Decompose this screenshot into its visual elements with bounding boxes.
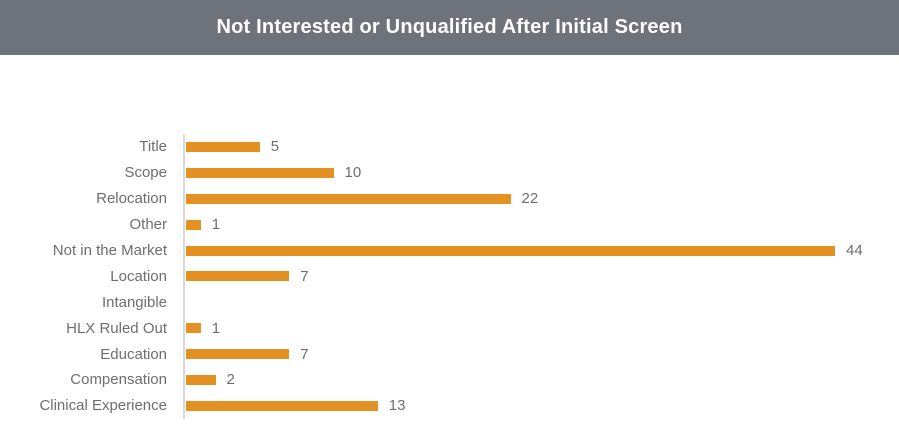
- bar-row: Location 7: [0, 263, 899, 290]
- bar-row: Relocation 22: [0, 185, 899, 212]
- category-label: Title: [139, 138, 167, 156]
- bar-area: 5: [183, 134, 899, 160]
- bar-row: Education 7: [0, 341, 899, 368]
- chart-page: Not Interested or Unqualified After Init…: [0, 0, 899, 419]
- bar-chart-rows: Title 5 Scope 10 Relocation 22 Other 1 Not in th…: [0, 134, 899, 419]
- bar: [186, 219, 201, 230]
- bar-row: HLX Ruled Out 1: [0, 315, 899, 342]
- bar: [186, 141, 260, 152]
- value-label: 44: [846, 242, 863, 259]
- bar-area: 1: [183, 211, 899, 238]
- bar-chart: Title 5 Scope 10 Relocation 22 Other 1 Not in th…: [0, 134, 899, 419]
- bar: [186, 193, 511, 204]
- bar: [186, 323, 201, 334]
- category-label: Compensation: [70, 371, 167, 389]
- bar-row: Clinical Experience 13: [0, 392, 899, 419]
- category-label: Clinical Experience: [39, 397, 167, 415]
- value-label: 13: [388, 397, 406, 415]
- bar-area: 1: [183, 315, 899, 342]
- value-label: 7: [300, 345, 309, 363]
- bar-area: 7: [183, 341, 899, 368]
- bar-area: 22: [183, 185, 899, 212]
- category-label: Intangible: [101, 293, 167, 311]
- value-label: 2: [226, 371, 235, 389]
- value-label: 7: [300, 267, 309, 285]
- bar: [186, 400, 378, 411]
- category-label: HLX Ruled Out: [66, 319, 167, 337]
- bar: [186, 349, 290, 360]
- value-label: 1: [211, 319, 221, 337]
- category-label: Relocation: [96, 190, 167, 208]
- bar-row: Compensation 2: [0, 367, 899, 393]
- bar-area: 13: [183, 392, 899, 419]
- bar-area: 10: [183, 159, 899, 186]
- bar-area: 44: [183, 237, 899, 264]
- bar: [186, 245, 835, 256]
- value-label: 22: [521, 190, 539, 208]
- category-label: Scope: [124, 164, 167, 182]
- value-label: 5: [270, 138, 280, 156]
- chart-title: Not Interested or Unqualified After Init…: [216, 16, 683, 38]
- bar: [186, 374, 216, 385]
- bar-area: [183, 289, 899, 316]
- value-label: 1: [211, 216, 221, 234]
- bar-row: Intangible: [0, 289, 899, 316]
- value-label: 10: [344, 164, 362, 182]
- bar-row: Not in the Market 44: [0, 237, 899, 264]
- category-label: Education: [100, 345, 167, 363]
- category-label: Location: [110, 267, 167, 285]
- chart-title-bar: Not Interested or Unqualified After Init…: [0, 0, 899, 55]
- bar-row: Title 5: [0, 134, 899, 160]
- bar-area: 7: [183, 263, 899, 290]
- bar: [186, 271, 290, 282]
- bar: [186, 167, 334, 178]
- bar-row: Other 1: [0, 211, 899, 238]
- bar-area: 2: [183, 367, 899, 393]
- category-label: Other: [129, 216, 167, 234]
- category-label: Not in the Market: [52, 242, 167, 259]
- bar-row: Scope 10: [0, 159, 899, 186]
